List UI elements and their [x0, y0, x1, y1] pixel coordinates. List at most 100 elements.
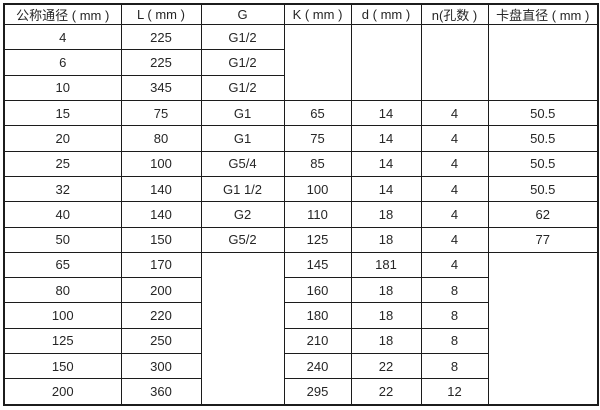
table-cell: 12 [420, 378, 489, 406]
table-cell: 18 [350, 302, 422, 329]
table-cell: 65 [3, 251, 122, 279]
table-cell [420, 24, 489, 101]
table-cell: 50 [3, 226, 122, 253]
table-cell: 20 [3, 125, 122, 152]
column-header-0: 公称通径 ( mm ) [3, 3, 122, 25]
table-cell: 75 [283, 125, 352, 152]
table-cell: 170 [120, 251, 202, 279]
table-cell: 180 [283, 302, 352, 329]
table-cell: 240 [283, 353, 352, 380]
table-cell: 360 [120, 378, 202, 406]
table-cell: 140 [120, 201, 202, 228]
table-cell: 14 [350, 125, 422, 152]
table-cell: 4 [420, 99, 489, 127]
table-cell: 18 [350, 226, 422, 253]
table-cell: 100 [120, 150, 202, 177]
table-cell: 10 [3, 74, 122, 101]
table-cell: 22 [350, 353, 422, 380]
table-cell [350, 24, 422, 101]
table-cell: G5/4 [200, 150, 285, 177]
table-cell: 210 [283, 327, 352, 355]
table-cell: 125 [3, 327, 122, 355]
table-cell [283, 24, 352, 101]
table-row: 15 75 G1 65 14 4 50.5 [3, 99, 599, 127]
table-body: 4 225 G1/2 6 225 G1/2 10 345 G1/2 15 75 G1 65 14 4 50.5… [3, 23, 599, 406]
column-header-5: n(孔数 ) [420, 3, 489, 25]
table-row: 32 140 G1 1/2 100 14 4 50.5 [3, 175, 599, 203]
table-cell: G5/2 [200, 226, 285, 253]
table-cell: 50.5 [487, 99, 599, 127]
table-row: 40 140 G2 110 18 4 62 [3, 201, 599, 228]
table-cell [487, 251, 599, 406]
table-cell: 200 [3, 378, 122, 406]
table-cell: 18 [350, 327, 422, 355]
table-row: 200 360 295 22 12 [3, 378, 598, 406]
column-header-2: G [200, 3, 285, 25]
table-cell: G1 1/2 [200, 175, 285, 203]
table-cell: G1/2 [200, 74, 285, 101]
table-cell: 14 [350, 175, 422, 203]
table-cell: 110 [283, 201, 352, 228]
table-row: 125 250 210 18 8 [3, 327, 598, 355]
table-cell: 4 [420, 125, 489, 152]
table-cell: 4 [420, 150, 489, 177]
table-cell: 4 [420, 201, 489, 228]
table-cell: G1/2 [200, 23, 285, 51]
table-cell: 8 [420, 277, 489, 304]
table-cell: 150 [3, 353, 122, 380]
table-cell: 200 [120, 277, 202, 304]
table-cell: 8 [420, 327, 489, 355]
table-cell: 65 [283, 99, 352, 127]
table-cell: 22 [350, 378, 422, 406]
spec-table: 公称通径 ( mm ) L ( mm ) G K ( mm ) d ( mm ) n(孔数… [3, 3, 599, 406]
table-row: 150 300 240 22 8 [3, 353, 598, 380]
table-cell: 14 [350, 99, 422, 127]
table-cell: 15 [3, 99, 122, 127]
table-cell: 4 [420, 251, 489, 279]
table-cell: G1/2 [200, 49, 285, 76]
table-cell: 295 [283, 378, 352, 406]
table-cell: 50.5 [487, 125, 599, 152]
table-cell: 300 [120, 353, 202, 380]
table-cell: G1 [200, 99, 285, 127]
table-cell: 75 [120, 99, 202, 127]
table-row: 4 225 G1/2 [3, 23, 599, 101]
table-cell: 80 [120, 125, 202, 152]
table-cell: 150 [120, 226, 202, 253]
table-cell: 100 [3, 302, 122, 329]
table-row: 6 225 G1/2 [3, 49, 598, 76]
table-cell: 18 [350, 201, 422, 228]
table-cell: 145 [283, 251, 352, 279]
column-header-1: L ( mm ) [120, 3, 202, 25]
table-cell: 80 [3, 277, 122, 304]
table-cell: 160 [283, 277, 352, 304]
table-cell: 85 [283, 150, 352, 177]
column-header-4: d ( mm ) [350, 3, 422, 25]
header-row: 公称通径 ( mm ) L ( mm ) G K ( mm ) d ( mm ) n(孔数… [3, 3, 599, 25]
table-cell: 8 [420, 353, 489, 380]
table-header: 公称通径 ( mm ) L ( mm ) G K ( mm ) d ( mm ) n(孔数… [3, 3, 599, 25]
table-cell: 220 [120, 302, 202, 329]
table-cell: 125 [283, 226, 352, 253]
table-cell: G1 [200, 125, 285, 152]
table-cell: 100 [283, 175, 352, 203]
table-cell: 77 [487, 226, 599, 253]
table-row: 80 200 160 18 8 [3, 277, 598, 304]
table-cell: 345 [120, 74, 202, 101]
table-cell: 181 [350, 251, 422, 279]
table-cell: 4 [420, 226, 489, 253]
table-cell: 62 [487, 201, 599, 228]
table-row: 25 100 G5/4 85 14 4 50.5 [3, 150, 599, 177]
table-cell: G2 [200, 201, 285, 228]
table-cell: 4 [420, 175, 489, 203]
table-cell: 225 [120, 23, 202, 51]
table-cell: 8 [420, 302, 489, 329]
table-cell: 14 [350, 150, 422, 177]
table-row: 65 170 145 181 4 [3, 251, 599, 406]
table-cell: 50.5 [487, 175, 599, 203]
table-row: 20 80 G1 75 14 4 50.5 [3, 125, 599, 152]
table-row: 50 150 G5/2 125 18 4 77 [3, 226, 599, 253]
table-cell: 225 [120, 49, 202, 76]
column-header-3: K ( mm ) [283, 3, 352, 25]
